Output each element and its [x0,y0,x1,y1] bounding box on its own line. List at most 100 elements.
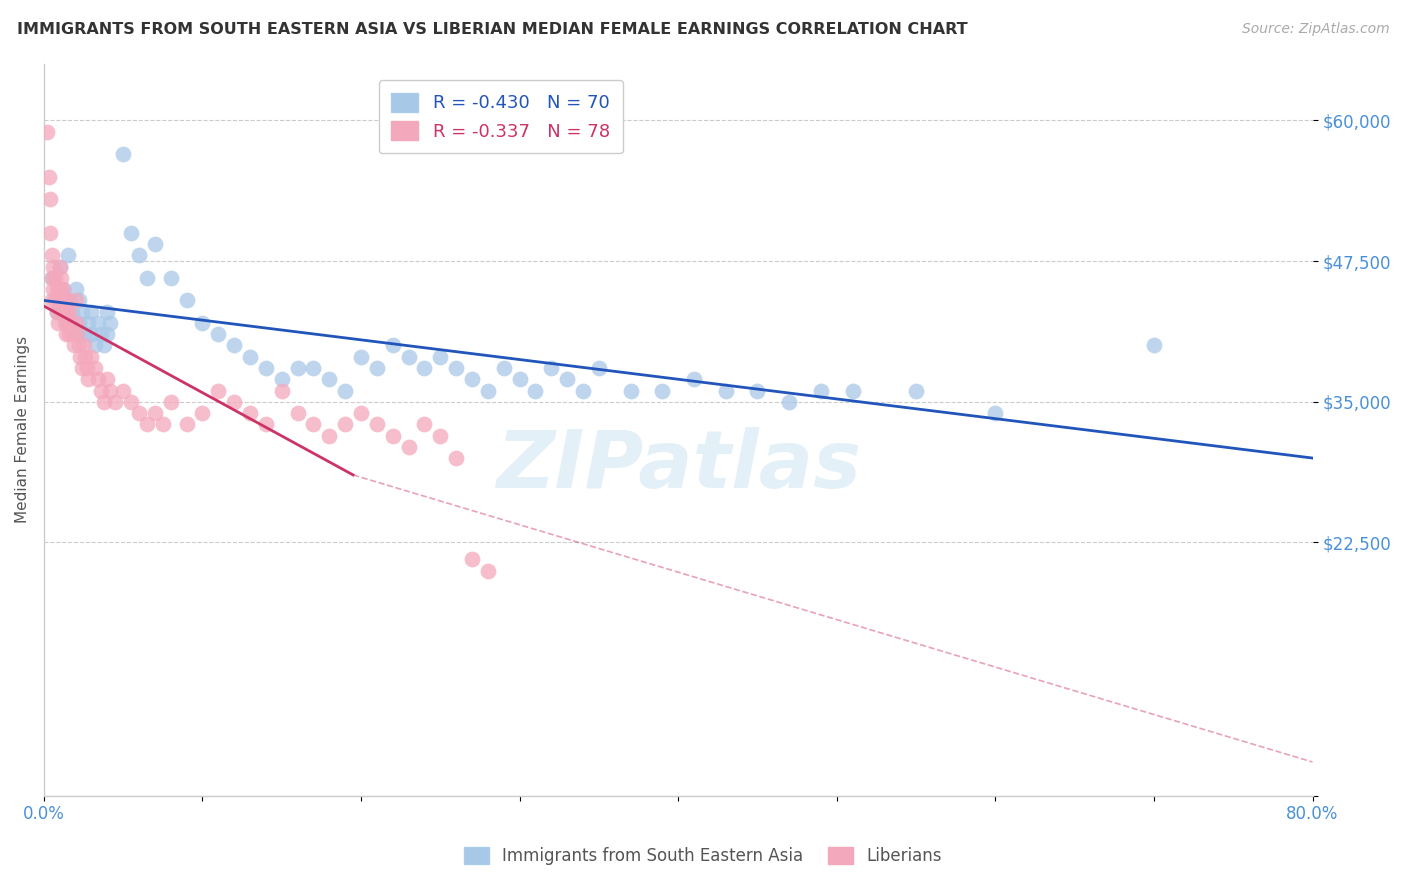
Point [48,293,70,308]
Point [747,384,769,398]
Point [100,384,122,398]
Point [55,304,77,318]
Point [128,406,150,420]
Point [58,293,80,308]
Point [398,350,420,364]
Point [56,316,79,330]
Point [112,147,135,161]
Point [492,361,515,376]
Point [45,304,67,318]
Point [239,350,262,364]
Point [461,372,484,386]
Point [53,316,76,330]
Point [70,304,93,318]
Point [90,327,112,342]
Point [287,406,309,420]
Point [287,361,309,376]
Point [810,384,832,398]
Point [128,248,150,262]
Point [46,316,69,330]
Point [65,282,87,296]
Point [39,226,62,240]
Point [366,417,388,432]
Point [41,271,63,285]
Point [1143,338,1166,352]
Point [56,316,79,330]
Point [620,384,643,398]
Point [176,293,198,308]
Point [48,260,70,274]
Point [509,372,531,386]
Point [69,350,91,364]
Point [555,372,578,386]
Point [77,316,100,330]
Point [841,384,863,398]
Point [120,226,142,240]
Point [477,564,499,578]
Point [41,248,63,262]
Point [45,282,67,296]
Point [143,406,166,420]
Point [76,361,98,376]
Point [44,271,66,285]
Point [207,327,229,342]
Point [51,293,73,308]
Point [38,169,60,184]
Point [429,350,451,364]
Point [80,304,103,318]
Point [714,384,737,398]
Point [302,417,325,432]
Point [55,304,77,318]
Point [41,293,63,308]
Point [477,384,499,398]
Point [80,350,103,364]
Point [335,417,357,432]
Point [90,384,112,398]
Point [159,394,181,409]
Point [45,304,67,318]
Text: Source: ZipAtlas.com: Source: ZipAtlas.com [1241,22,1389,37]
Text: ZIPatlas: ZIPatlas [496,427,860,506]
Point [429,428,451,442]
Point [905,384,928,398]
Point [984,406,1007,420]
Point [318,428,340,442]
Point [52,304,75,318]
Point [176,417,198,432]
Point [143,237,166,252]
Point [444,451,467,466]
Point [104,394,127,409]
Point [239,406,262,420]
Point [56,248,79,262]
Point [39,192,62,206]
Point [72,338,94,352]
Text: IMMIGRANTS FROM SOUTH EASTERN ASIA VS LIBERIAN MEDIAN FEMALE EARNINGS CORRELATIO: IMMIGRANTS FROM SOUTH EASTERN ASIA VS LI… [17,22,967,37]
Point [254,417,277,432]
Point [67,316,90,330]
Point [651,384,673,398]
Y-axis label: Median Female Earnings: Median Female Earnings [15,336,30,524]
Point [87,316,110,330]
Point [44,293,66,308]
Point [65,327,87,342]
Point [83,338,105,352]
Point [136,417,159,432]
Point [66,327,89,342]
Point [41,271,63,285]
Point [55,327,77,342]
Point [540,361,562,376]
Point [159,271,181,285]
Point [366,361,388,376]
Point [59,316,82,330]
Point [112,384,135,398]
Point [413,361,436,376]
Point [93,338,115,352]
Point [80,327,103,342]
Point [96,327,118,342]
Point [70,361,93,376]
Point [51,271,73,285]
Point [207,384,229,398]
Point [67,293,90,308]
Point [778,394,800,409]
Point [67,338,90,352]
